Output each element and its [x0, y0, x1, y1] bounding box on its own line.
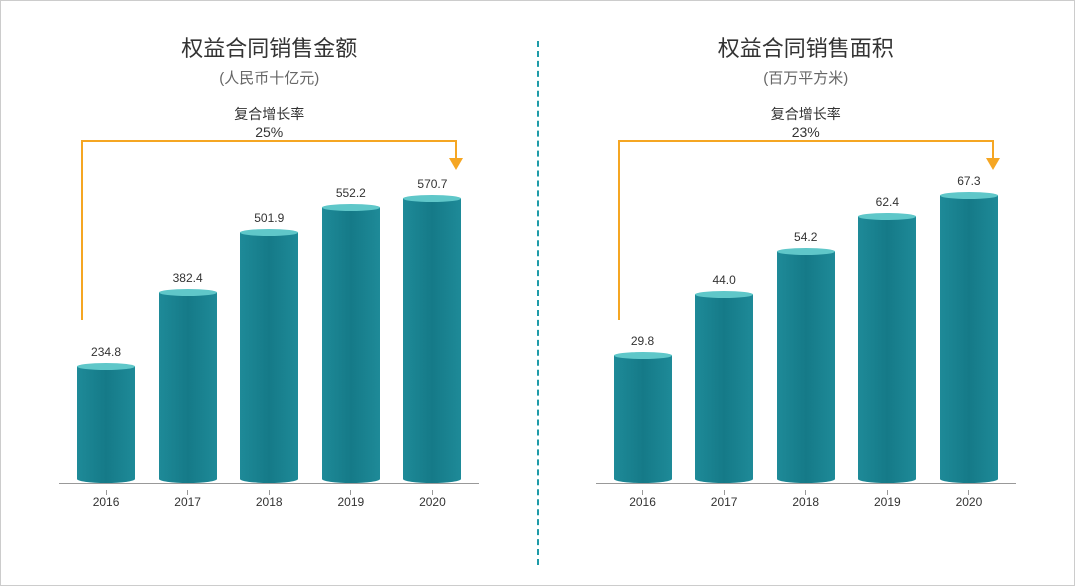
left-bar-2017: 382.4	[157, 271, 219, 483]
bar-shape	[77, 363, 135, 483]
left-subtitle: (人民币十亿元)	[219, 67, 319, 88]
right-bar-2019: 62.4	[856, 195, 918, 483]
bar-shape	[403, 195, 461, 483]
right-subtitle: (百万平方米)	[763, 67, 848, 88]
left-title: 权益合同销售金额	[181, 31, 357, 63]
bar-shape	[159, 289, 217, 483]
x-axis-label: 2018	[238, 495, 300, 509]
bar-value-label: 382.4	[173, 271, 203, 285]
bar-value-label: 62.4	[876, 195, 899, 209]
x-label-group: 2017	[693, 490, 755, 509]
right-cagr-label: 复合增长率 23%	[596, 106, 1016, 141]
x-label-group: 2018	[775, 490, 837, 509]
x-axis-label: 2018	[775, 495, 837, 509]
bar-value-label: 501.9	[254, 211, 284, 225]
x-label-group: 2016	[612, 490, 674, 509]
bar-value-label: 29.8	[631, 334, 654, 348]
x-axis-label: 2020	[401, 495, 463, 509]
x-label-group: 2020	[401, 490, 463, 509]
bar-shape	[240, 229, 298, 483]
bar-value-label: 234.8	[91, 345, 121, 359]
x-label-group: 2019	[320, 490, 382, 509]
bar-shape	[777, 248, 835, 483]
x-label-group: 2016	[75, 490, 137, 509]
right-cagr-text: 复合增长率	[771, 106, 841, 122]
left-x-axis: 2016 2017 2018 2019 2020	[59, 490, 479, 509]
x-axis-label: 2016	[612, 495, 674, 509]
x-label-group: 2017	[157, 490, 219, 509]
x-label-group: 2020	[938, 490, 1000, 509]
right-bar-2020: 67.3	[938, 174, 1000, 483]
bar-shape	[940, 192, 998, 483]
bar-value-label: 570.7	[417, 177, 447, 191]
x-axis-label: 2017	[157, 495, 219, 509]
left-bar-2018: 501.9	[238, 211, 300, 483]
x-axis-label: 2019	[856, 495, 918, 509]
bar-shape	[322, 204, 380, 483]
bar-shape	[695, 291, 753, 483]
left-cagr-value: 25%	[255, 124, 283, 140]
right-bar-2017: 44.0	[693, 273, 755, 483]
left-cagr-bracket: 复合增长率 25%	[59, 106, 479, 158]
x-label-group: 2019	[856, 490, 918, 509]
bar-value-label: 552.2	[336, 186, 366, 200]
left-bar-2020: 570.7	[401, 177, 463, 483]
left-bar-2019: 552.2	[320, 186, 382, 483]
x-axis-label: 2020	[938, 495, 1000, 509]
right-panel: 权益合同销售面积 (百万平方米) 复合增长率 23% 29.8 44.0 54.2 6…	[538, 1, 1075, 585]
right-bar-2018: 54.2	[775, 230, 837, 483]
bar-value-label: 67.3	[957, 174, 980, 188]
x-axis-label: 2019	[320, 495, 382, 509]
right-chart-area: 29.8 44.0 54.2 62.4 67.3	[596, 164, 1016, 484]
bar-shape	[858, 213, 916, 483]
x-axis-label: 2017	[693, 495, 755, 509]
right-x-axis: 2016 2017 2018 2019 2020	[596, 490, 1016, 509]
left-chart-area: 234.8 382.4 501.9 552.2 570.7	[59, 164, 479, 484]
bar-shape	[614, 352, 672, 483]
x-label-group: 2018	[238, 490, 300, 509]
bar-value-label: 44.0	[712, 273, 735, 287]
bar-value-label: 54.2	[794, 230, 817, 244]
right-title: 权益合同销售面积	[718, 31, 894, 63]
right-cagr-bracket: 复合增长率 23%	[596, 106, 1016, 158]
chart-container: 权益合同销售金额 (人民币十亿元) 复合增长率 25% 234.8 382.4 50…	[1, 1, 1074, 585]
right-bar-2016: 29.8	[612, 334, 674, 483]
left-cagr-text: 复合增长率	[234, 106, 304, 122]
left-panel: 权益合同销售金额 (人民币十亿元) 复合增长率 25% 234.8 382.4 50…	[1, 1, 538, 585]
left-bar-2016: 234.8	[75, 345, 137, 483]
right-cagr-value: 23%	[792, 124, 820, 140]
x-axis-label: 2016	[75, 495, 137, 509]
left-cagr-label: 复合增长率 25%	[59, 106, 479, 141]
vertical-divider	[537, 41, 539, 565]
